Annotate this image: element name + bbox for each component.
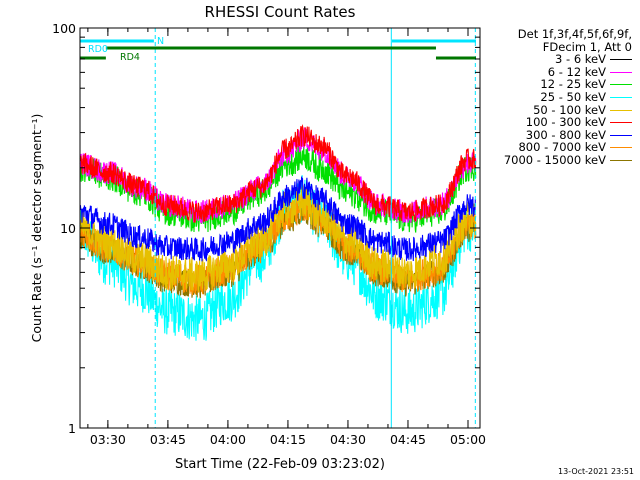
legend-swatch xyxy=(610,134,632,136)
legend-item-label: 12 - 25 keV xyxy=(540,77,606,92)
legend-swatch xyxy=(610,71,632,73)
y-axis-ticks: 1 10 100 xyxy=(52,21,480,436)
chart-title: RHESSI Count Rates xyxy=(205,3,356,21)
legend-item: 7000 - 15000 keV xyxy=(486,154,632,167)
legend-item: 800 - 7000 keV xyxy=(486,141,632,154)
x-tick-label: 03:30 xyxy=(90,432,126,447)
y-axis-label: Count Rate (s⁻¹ detector segment⁻¹) xyxy=(29,114,44,343)
x-tick-label: 04:00 xyxy=(210,432,246,447)
legend-swatch xyxy=(610,96,632,98)
legend-item: 25 - 50 keV xyxy=(486,91,632,104)
rd0-label: RD0 xyxy=(88,44,108,55)
legend-swatch xyxy=(610,59,632,61)
legend-header-line-1: Det 1f,3f,4f,5f,6f,9f, xyxy=(517,27,632,41)
x-axis-ticks: 03:30 03:45 04:00 04:15 04:30 04:45 05:00 xyxy=(87,28,486,447)
legend-item: 100 - 300 keV xyxy=(486,116,632,129)
legend-item-label: 3 - 6 keV xyxy=(555,52,606,67)
legend-swatch xyxy=(610,159,632,161)
legend-item: 12 - 25 keV xyxy=(486,78,632,91)
x-tick-label: 04:15 xyxy=(270,432,306,447)
legend-item-label: 100 - 300 keV xyxy=(525,115,606,130)
y-tick-label: 100 xyxy=(52,21,76,36)
series-line-50-100-kev xyxy=(79,185,477,293)
legend-swatch xyxy=(610,109,632,111)
legend-item: 50 - 100 keV xyxy=(486,102,632,117)
legend-swatch xyxy=(610,122,632,124)
series-line-12-25-kev xyxy=(79,142,477,233)
legend-item: 6 - 12 keV xyxy=(486,66,632,79)
legend-item-label: 300 - 800 keV xyxy=(525,127,606,142)
legend-item-label: 25 - 50 keV xyxy=(540,89,606,104)
y-tick-label: 10 xyxy=(60,221,76,236)
legend-item-label: 7000 - 15000 keV xyxy=(503,152,606,167)
legend-item: 300 - 800 keV xyxy=(486,129,632,142)
legend-item-label: 800 - 7000 keV xyxy=(518,140,606,155)
legend-item-label: 50 - 100 keV xyxy=(533,102,606,117)
rd4-label: RD4 xyxy=(120,52,140,63)
legend-header-line-2: FDecim 1, Att 0 xyxy=(542,39,632,54)
n-label: N xyxy=(157,36,164,47)
x-tick-label: 05:00 xyxy=(450,432,486,447)
y-tick-label: 1 xyxy=(68,421,76,436)
legend-item-label: 6 - 12 keV xyxy=(547,64,606,79)
plot-area: RD0 N RD4 xyxy=(79,28,477,428)
series-line-300-800-kev xyxy=(79,176,477,262)
legend: Det 1f,3f,4f,5f,6f,9f, FDecim 1, Att 0 3… xyxy=(486,28,632,167)
x-axis-label: Start Time (22-Feb-09 03:23:02) xyxy=(175,457,385,472)
x-tick-label: 03:45 xyxy=(150,432,186,447)
legend-item: 3 - 6 keV xyxy=(486,53,632,66)
x-tick-label: 04:30 xyxy=(330,432,366,447)
series-line-100-300-kev xyxy=(79,124,477,223)
x-tick-label: 04:45 xyxy=(390,432,426,447)
legend-swatch xyxy=(610,84,632,86)
legend-swatch xyxy=(610,147,632,149)
footer-timestamp: 13-Oct-2021 23:51 xyxy=(558,467,634,476)
